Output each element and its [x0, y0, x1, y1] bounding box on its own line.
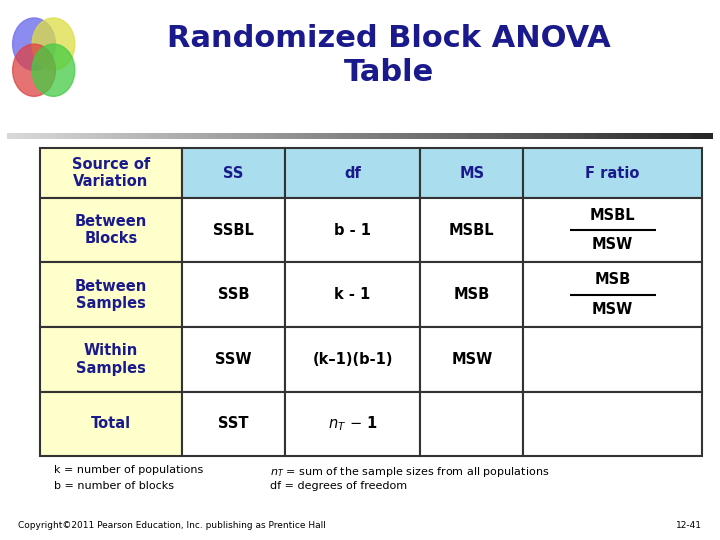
Bar	[284, 392, 420, 456]
Bar	[182, 327, 284, 392]
Text: SST: SST	[218, 416, 248, 431]
Text: df: df	[344, 166, 361, 180]
Bar	[284, 198, 420, 262]
Text: k - 1: k - 1	[335, 287, 371, 302]
Circle shape	[32, 18, 75, 70]
Circle shape	[13, 44, 55, 96]
Bar	[420, 327, 523, 392]
Bar	[182, 198, 284, 262]
Text: Total: Total	[91, 416, 131, 431]
Bar	[182, 392, 284, 456]
Bar	[284, 327, 420, 392]
Bar	[40, 327, 182, 392]
Text: Source of
Variation: Source of Variation	[72, 157, 150, 190]
Bar	[523, 148, 702, 198]
Circle shape	[13, 18, 55, 70]
Bar	[420, 262, 523, 327]
Bar	[523, 392, 702, 456]
Bar	[420, 392, 523, 456]
Text: b = number of blocks: b = number of blocks	[54, 481, 174, 491]
Bar	[40, 198, 182, 262]
Text: MSW: MSW	[451, 352, 492, 367]
Text: b - 1: b - 1	[334, 222, 371, 238]
Text: MSW: MSW	[592, 238, 633, 252]
Circle shape	[32, 44, 75, 96]
Bar	[420, 198, 523, 262]
Text: $n_T$ = sum of the sample sizes from all populations: $n_T$ = sum of the sample sizes from all…	[270, 465, 549, 480]
Text: F ratio: F ratio	[585, 166, 640, 180]
Bar	[523, 198, 702, 262]
Bar	[40, 392, 182, 456]
Bar	[40, 148, 182, 198]
Text: Copyright©2011 Pearson Education, Inc. publishing as Prentice Hall: Copyright©2011 Pearson Education, Inc. p…	[18, 521, 326, 530]
Text: MSBL: MSBL	[449, 222, 495, 238]
Bar	[182, 148, 284, 198]
Text: Within
Samples: Within Samples	[76, 343, 145, 375]
Text: (k–1)(b-1): (k–1)(b-1)	[312, 352, 393, 367]
Text: Between
Blocks: Between Blocks	[75, 214, 147, 246]
Text: MSB: MSB	[595, 273, 631, 287]
Text: Between
Samples: Between Samples	[75, 279, 147, 311]
Bar	[182, 262, 284, 327]
Text: k = number of populations: k = number of populations	[54, 465, 203, 476]
Text: SSBL: SSBL	[213, 222, 253, 238]
Bar	[420, 148, 523, 198]
Text: SSW: SSW	[215, 352, 251, 367]
Text: 12-41: 12-41	[676, 521, 702, 530]
Text: MS: MS	[459, 166, 485, 180]
Text: $n_T$ $-$ 1: $n_T$ $-$ 1	[328, 415, 377, 433]
Text: SSB: SSB	[217, 287, 249, 302]
Bar	[40, 262, 182, 327]
Bar	[284, 148, 420, 198]
Text: SS: SS	[223, 166, 243, 180]
Text: MSB: MSB	[454, 287, 490, 302]
Text: Randomized Block ANOVA
Table: Randomized Block ANOVA Table	[167, 24, 611, 87]
Text: MSBL: MSBL	[590, 208, 635, 223]
Bar	[523, 262, 702, 327]
Bar	[523, 327, 702, 392]
Text: df = degrees of freedom: df = degrees of freedom	[270, 481, 407, 491]
Bar	[284, 262, 420, 327]
Text: MSW: MSW	[592, 302, 633, 317]
